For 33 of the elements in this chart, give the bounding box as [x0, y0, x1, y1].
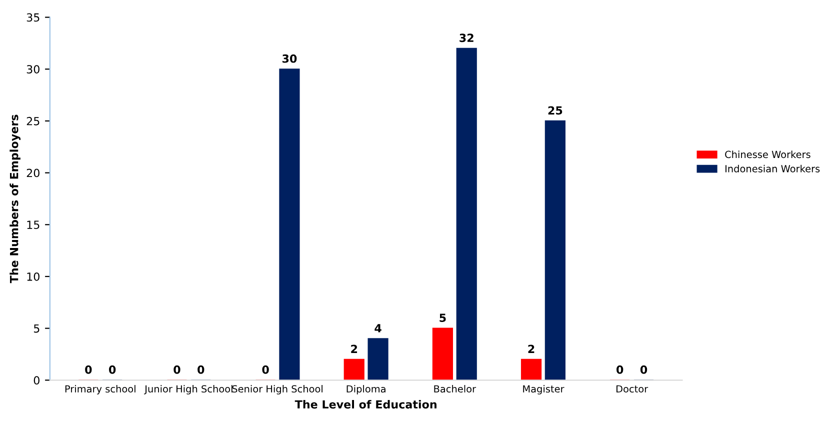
y-tick-label: 5	[34, 324, 40, 333]
y-axis-title: The Numbers of Employers	[10, 114, 21, 284]
x-tick-label: Diploma	[346, 385, 386, 394]
data-label: 0	[616, 365, 624, 374]
data-label: 25	[548, 106, 562, 115]
data-label: 5	[440, 314, 446, 322]
y-tick-label: 30	[26, 65, 40, 74]
y-tick-label: 0	[34, 376, 40, 385]
y-tick-label: 10	[27, 272, 40, 281]
x-tick-label: Primary school	[65, 385, 136, 394]
y-tick-label: 25	[26, 116, 40, 126]
x-tick-label: Junior High School	[144, 385, 232, 394]
y-tick-label: 15	[27, 220, 40, 230]
data-label: 0	[640, 365, 648, 374]
y-tick-label: 20	[26, 168, 40, 178]
legend-label: Chinesse Workers	[725, 150, 810, 158]
data-label: 30	[282, 54, 297, 63]
x-tick-label: Senior High School	[232, 385, 322, 394]
data-label: 0	[85, 365, 92, 374]
data-label: 0	[108, 365, 116, 374]
y-tick-label: 35	[26, 13, 40, 22]
data-label: 2	[528, 344, 534, 353]
data-label: 0	[174, 365, 180, 374]
x-axis-title: The Level of Education	[294, 400, 436, 409]
x-tick-label: Bachelor	[434, 385, 476, 393]
data-label: 0	[262, 365, 269, 374]
data-label: 0	[198, 365, 204, 374]
x-tick-label: Doctor	[616, 385, 648, 393]
x-tick-label: Magister	[523, 385, 564, 394]
data-label: 4	[374, 324, 382, 332]
legend-label: Indonesian Workers	[725, 164, 820, 172]
data-label: 2	[351, 344, 358, 353]
data-label: 32	[460, 34, 474, 42]
